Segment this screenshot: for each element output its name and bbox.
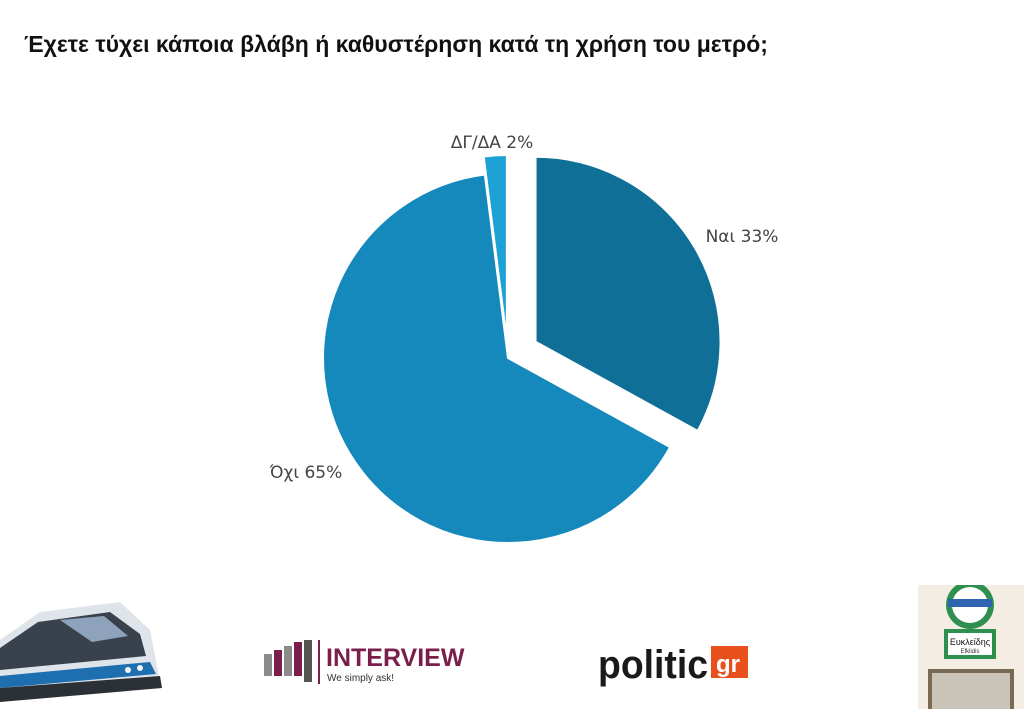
interview-tagline: We simply ask! — [327, 673, 394, 684]
politic-badge — [711, 646, 748, 678]
metro-station-sign-image: Ευκλείδης Efklidis — [918, 585, 1024, 709]
interview-bars-icon — [264, 640, 312, 682]
politic-suffix: gr — [716, 651, 740, 678]
chart-title: Έχετε τύχει κάποια βλάβη ή καθυστέρηση κ… — [24, 31, 768, 57]
pie-slice-1 — [534, 155, 722, 433]
slice-label-2: Όχι 65% — [269, 463, 343, 483]
pie-slice-3 — [482, 154, 508, 341]
interview-name: INTERVIEW — [326, 644, 465, 672]
interview-logo: INTERVIEW We simply ask! — [264, 640, 465, 684]
pie-slices — [322, 154, 722, 544]
station-name: Ευκλείδης — [950, 637, 991, 647]
slice-label-3: ΔΓ/ΔΑ 2% — [451, 133, 533, 153]
pie-labels: Ναι 33% Όχι 65% ΔΓ/ΔΑ 2% — [269, 133, 779, 483]
pie-slice-2 — [322, 173, 672, 544]
politic-logo: politic gr — [598, 643, 748, 687]
station-name-latin: Efklidis — [960, 649, 979, 655]
metro-train-image — [0, 602, 162, 702]
politic-name: politic — [598, 643, 708, 687]
slice-label-1: Ναι 33% — [706, 227, 779, 247]
